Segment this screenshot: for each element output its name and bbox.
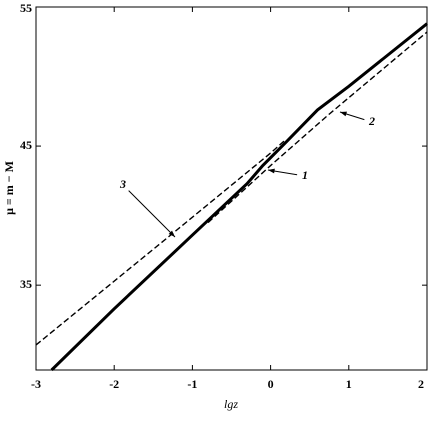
- curve-label: 2: [368, 114, 375, 128]
- series-line: [35, 138, 287, 346]
- plot-frame: [35, 6, 428, 371]
- y-tick-label: 45: [20, 138, 32, 152]
- x-tick-label: -1: [187, 377, 197, 391]
- y-axis-label: μ = m − M: [2, 161, 16, 215]
- series-line: [207, 31, 428, 224]
- y-tick-label: 35: [20, 277, 32, 291]
- x-tick-label: -3: [31, 377, 41, 391]
- curve-label: 1: [302, 168, 308, 182]
- y-tick-label: 55: [20, 1, 32, 15]
- curve-label: 3: [119, 177, 126, 191]
- arrow-head: [268, 168, 275, 174]
- arrow-head: [168, 230, 175, 237]
- x-tick-label: 0: [268, 377, 274, 391]
- arrow-head: [340, 111, 347, 117]
- x-tick-label: -2: [109, 377, 119, 391]
- series-line: [50, 22, 428, 372]
- annotation-arrow: [128, 190, 176, 238]
- x-tick-label: 2: [418, 377, 424, 391]
- x-axis-label: lgz: [224, 397, 238, 411]
- x-tick-label: 1: [346, 377, 352, 391]
